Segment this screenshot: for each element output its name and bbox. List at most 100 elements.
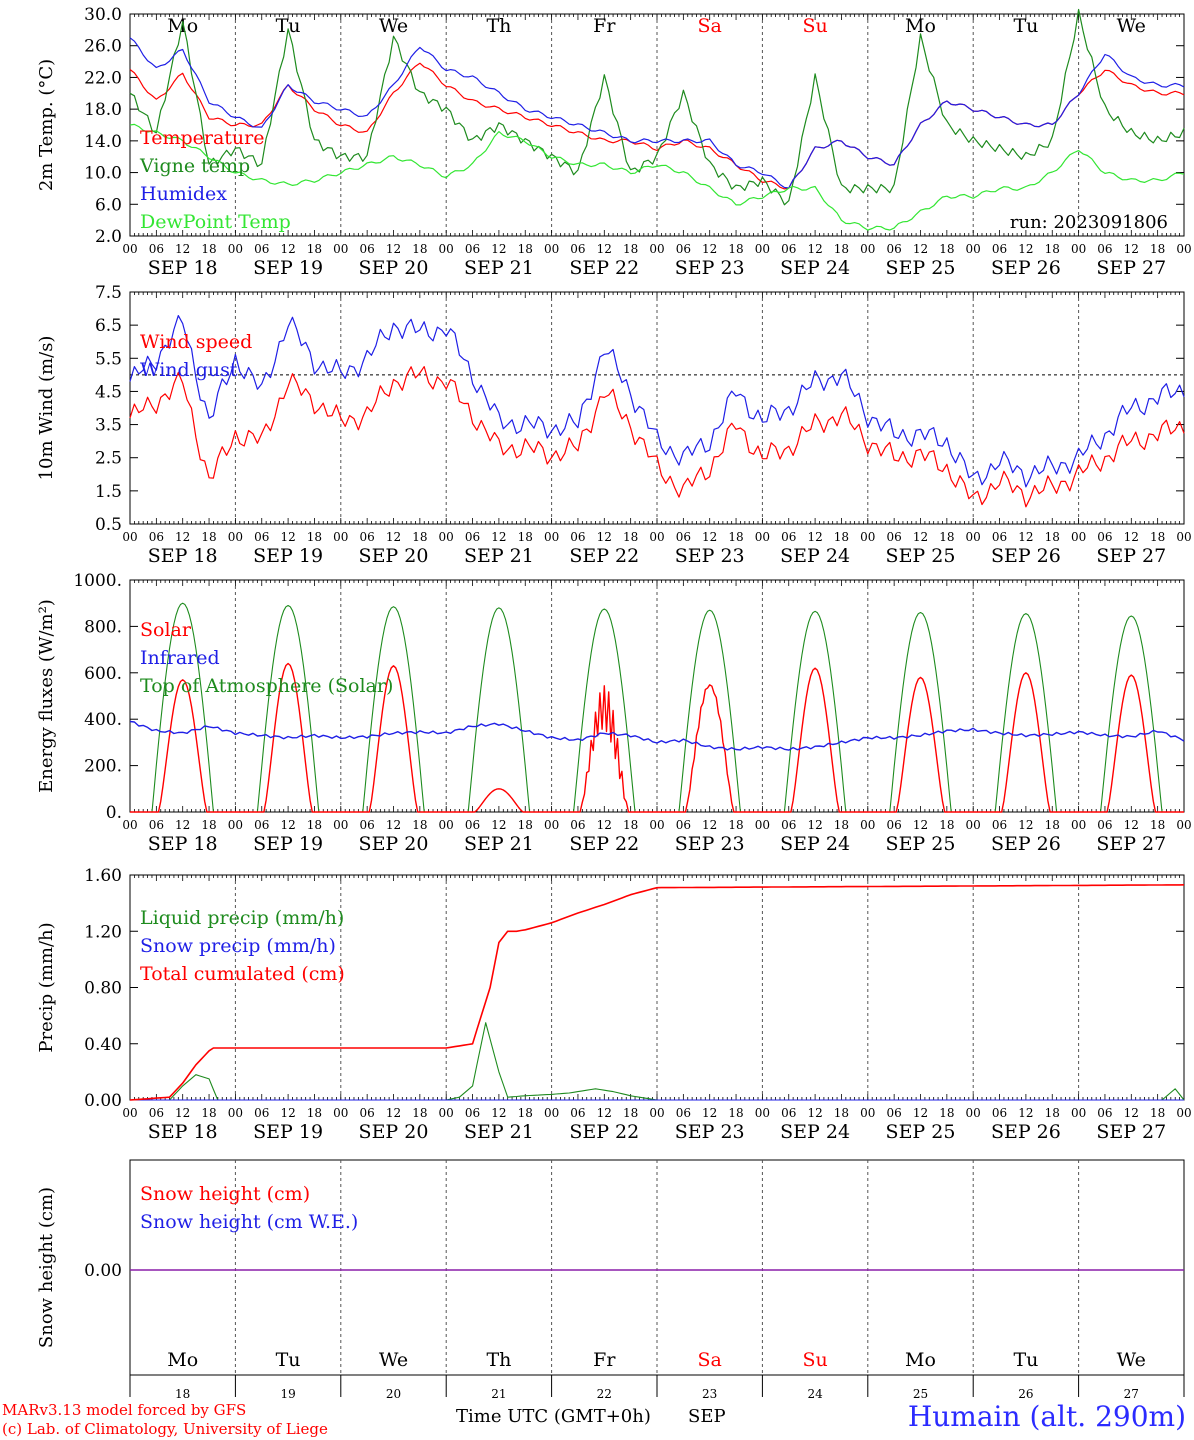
hour-tick-label: 00 <box>439 818 454 832</box>
date-label: SEP 23 <box>675 833 745 855</box>
hour-tick-label: 00 <box>755 530 770 544</box>
weekday-label: Tu <box>1013 15 1038 37</box>
day-number-label: 24 <box>807 1387 823 1401</box>
hour-tick-label: 12 <box>1018 1106 1033 1120</box>
hour-tick-label: 06 <box>1097 818 1112 832</box>
date-label: SEP 18 <box>148 545 218 567</box>
hour-tick-label: 00 <box>966 242 981 256</box>
hour-tick-label: 00 <box>439 530 454 544</box>
hour-tick-label: 00 <box>122 530 137 544</box>
y-axis-title-5: Snow height (cm) <box>36 1187 57 1348</box>
hour-tick-label: 06 <box>254 1106 269 1120</box>
hour-tick-label: 12 <box>702 530 717 544</box>
hour-tick-label: 18 <box>939 242 954 256</box>
hour-tick-label: 18 <box>728 1106 743 1120</box>
hour-tick-label: 06 <box>676 530 691 544</box>
hour-tick-label: 06 <box>570 818 585 832</box>
date-label: SEP 23 <box>675 545 745 567</box>
weekday-label: Th <box>486 1349 511 1371</box>
hour-tick-label: 18 <box>201 1106 216 1120</box>
hour-tick-label: 18 <box>307 1106 322 1120</box>
date-label: SEP 21 <box>464 833 534 855</box>
hour-tick-label: 00 <box>228 1106 243 1120</box>
series-line-temp-3 <box>129 123 1185 231</box>
hour-tick-label: 12 <box>175 818 190 832</box>
y-tick-label: 26.0 <box>84 37 122 57</box>
hour-tick-label: 00 <box>755 1106 770 1120</box>
hour-tick-label: 06 <box>465 1106 480 1120</box>
hour-tick-label: 00 <box>966 530 981 544</box>
day-number-label: 26 <box>1018 1387 1033 1401</box>
weekday-label: Tu <box>276 1349 301 1371</box>
hour-tick-label: 18 <box>412 530 427 544</box>
hour-tick-label: 18 <box>1150 242 1165 256</box>
hour-tick-label: 06 <box>992 530 1007 544</box>
hour-tick-label: 12 <box>1124 530 1139 544</box>
hour-tick-label: 06 <box>676 242 691 256</box>
copyright-credit: (c) Lab. of Climatology, University of L… <box>2 1420 328 1438</box>
hour-tick-label: 12 <box>175 242 190 256</box>
legend-entry: Snow height (cm W.E.) <box>140 1211 358 1233</box>
hour-tick-label: 18 <box>307 242 322 256</box>
date-label: SEP 22 <box>569 1121 639 1143</box>
hour-tick-label: 06 <box>570 1106 585 1120</box>
date-label: SEP 21 <box>464 545 534 567</box>
date-label: SEP 27 <box>1096 833 1166 855</box>
y-tick-label: 400. <box>84 710 122 730</box>
date-label: SEP 24 <box>780 545 850 567</box>
date-label: SEP 26 <box>991 1121 1061 1143</box>
weekday-label: Su <box>802 15 827 37</box>
legend-entry: DewPoint Temp <box>140 211 291 233</box>
day-number-label: 22 <box>597 1387 612 1401</box>
y-axis-title-3: Energy fluxes (W/m²) <box>36 599 57 793</box>
weekday-label: Sa <box>698 1349 722 1371</box>
date-label: SEP 19 <box>253 1121 323 1143</box>
series-line-infrared <box>129 720 1185 751</box>
legend-entry: Snow precip (mm/h) <box>140 935 336 957</box>
hour-tick-label: 00 <box>228 242 243 256</box>
hour-tick-label: 18 <box>623 242 638 256</box>
date-label: SEP 25 <box>886 833 956 855</box>
hour-tick-label: 18 <box>834 242 849 256</box>
y-tick-label: 0.80 <box>84 979 122 999</box>
hour-tick-label: 12 <box>280 242 295 256</box>
hour-tick-label: 18 <box>307 530 322 544</box>
hour-tick-label: 18 <box>1150 1106 1165 1120</box>
hour-tick-label: 00 <box>860 530 875 544</box>
date-label: SEP 18 <box>148 257 218 279</box>
weekday-label: Th <box>486 15 511 37</box>
hour-tick-label: 18 <box>834 818 849 832</box>
hour-tick-label: 12 <box>807 242 822 256</box>
series-line-wind-0 <box>129 366 1185 508</box>
hour-tick-label: 12 <box>175 530 190 544</box>
hour-tick-label: 18 <box>939 818 954 832</box>
hour-tick-label: 00 <box>333 242 348 256</box>
date-label: SEP 20 <box>359 545 429 567</box>
hour-tick-label: 00 <box>966 818 981 832</box>
hour-tick-label: 18 <box>307 818 322 832</box>
date-label: SEP 21 <box>464 1121 534 1143</box>
hour-tick-label: 06 <box>149 818 164 832</box>
hour-tick-label: 06 <box>149 1106 164 1120</box>
hour-tick-label: 00 <box>439 242 454 256</box>
hour-tick-label: 06 <box>360 1106 375 1120</box>
hour-tick-label: 00 <box>649 1106 664 1120</box>
hour-tick-label: 00 <box>1176 818 1191 832</box>
weekday-label: Mo <box>905 15 936 37</box>
date-label: SEP 20 <box>359 833 429 855</box>
hour-tick-label: 06 <box>992 242 1007 256</box>
series-line-temp-1 <box>129 8 1185 206</box>
hour-tick-label: 18 <box>1045 242 1060 256</box>
hour-tick-label: 12 <box>280 818 295 832</box>
date-label: SEP 20 <box>359 257 429 279</box>
legend-entry: Wind gust <box>140 359 238 381</box>
hour-tick-label: 18 <box>834 530 849 544</box>
hour-tick-label: 18 <box>1150 818 1165 832</box>
hour-tick-label: 18 <box>1045 530 1060 544</box>
y-tick-label: 10.0 <box>84 164 122 184</box>
y-tick-label: 6.0 <box>95 195 122 215</box>
hour-tick-label: 06 <box>360 530 375 544</box>
day-number-label: 20 <box>386 1387 401 1401</box>
hour-tick-label: 06 <box>254 530 269 544</box>
hour-tick-label: 00 <box>649 530 664 544</box>
